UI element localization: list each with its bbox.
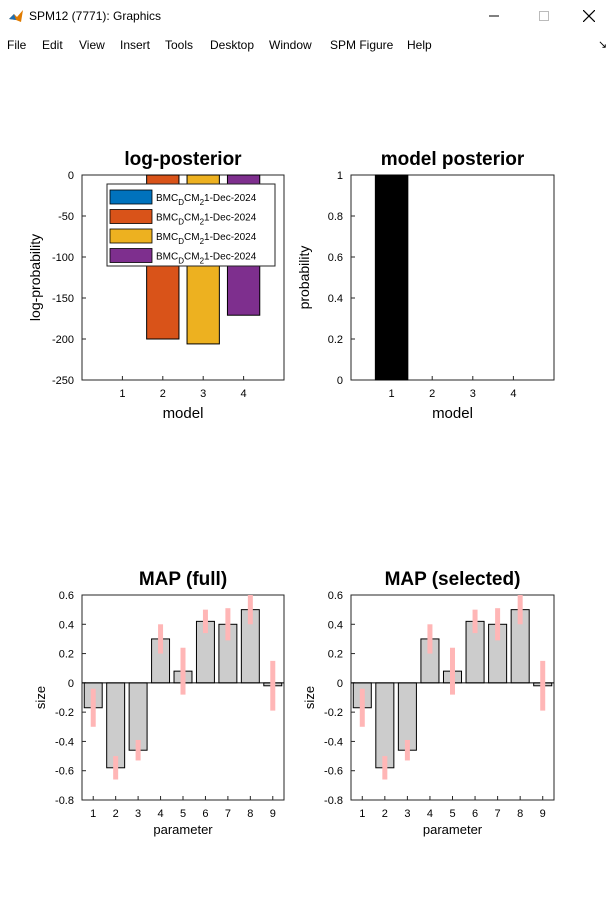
chart1-xtick-label: 1 [119, 388, 125, 400]
chart3-bar [106, 682, 126, 769]
chart4-xtick-label: 4 [427, 808, 433, 820]
chart2-ytick-label: 0.8 [328, 211, 343, 223]
menu-insert[interactable]: Insert [120, 38, 151, 52]
chart2-ytick-label: 0.4 [328, 293, 343, 305]
chart4-xtick-label: 6 [472, 808, 478, 820]
chart2-ytick-label: 0 [337, 375, 343, 387]
chart1-xtick-label: 4 [241, 388, 247, 400]
chart3-xtick-label: 9 [270, 808, 276, 820]
menu-help[interactable]: Help [407, 38, 432, 52]
window-title: SPM12 (7771): Graphics [29, 9, 162, 23]
chart1-xtick-label: 3 [200, 388, 206, 400]
legend-entry: BMCDCM21-Dec-2024 [156, 193, 257, 207]
chart3-xtick-label: 4 [157, 808, 163, 820]
chart4-ylabel: size [302, 686, 317, 709]
chart3-ytick-label: 0 [68, 678, 74, 690]
chart3-xtick-label: 3 [135, 808, 141, 820]
chart2-ytick-label: 0.2 [328, 334, 343, 346]
minimize-button[interactable] [471, 0, 517, 32]
chart3-xtick-label: 6 [202, 808, 208, 820]
legend-entry: BMCDCM21-Dec-2024 [156, 252, 257, 266]
chart1-ytick-label: -100 [52, 252, 74, 264]
legend-swatch [109, 209, 153, 224]
chart4-ytick-label: -0.4 [324, 736, 343, 748]
chart3-ytick-label: -0.4 [55, 736, 74, 748]
dock-arrow-icon[interactable]: ↘ [598, 39, 608, 51]
close-icon [583, 10, 595, 22]
chart3-ytick-label: 0.6 [59, 590, 74, 602]
chart4-ytick-label: 0 [337, 678, 343, 690]
chart1-title: log-posterior [124, 149, 242, 170]
chart1-ytick-label: -150 [52, 293, 74, 305]
chart3-xtick-label: 2 [113, 808, 119, 820]
legend-swatch [109, 189, 153, 205]
legend-entry: BMCDCM21-Dec-2024 [156, 232, 257, 246]
chart4-xtick-label: 7 [495, 808, 501, 820]
chart2-ylabel: probability [296, 246, 312, 310]
chart3-ylabel: size [33, 686, 48, 709]
chart1-ytick-label: -200 [52, 334, 74, 346]
chart4-ytick-label: -0.2 [324, 707, 343, 719]
chart3-ytick-label: -0.8 [55, 795, 74, 807]
chart3-xtick-label: 5 [180, 808, 186, 820]
chart4-title: MAP (selected) [385, 569, 521, 590]
figure-canvas: 0 -50 -100 -150 -200 -250 1 2 3 4 log-posterior mod… [0, 58, 609, 917]
chart1-xlabel: model [163, 405, 204, 422]
menu-window[interactable]: Window [269, 38, 312, 52]
chart2-ytick-label: 1 [337, 170, 343, 182]
menu-desktop[interactable]: Desktop [210, 38, 255, 52]
figure-svg: 0 -50 -100 -150 -200 -250 1 2 3 4 log-posterior mod… [27, 149, 555, 837]
chart2-title: model posterior [381, 149, 525, 170]
chart4-ytick-label: -0.6 [324, 766, 343, 778]
chart3-ytick-label: -0.6 [55, 766, 74, 778]
legend-entry: BMCDCM21-Dec-2024 [156, 213, 257, 227]
chart4-xtick-label: 1 [359, 808, 365, 820]
maximize-button[interactable] [521, 0, 567, 32]
menu-view[interactable]: View [79, 38, 105, 52]
menu-edit[interactable]: Edit [42, 38, 63, 52]
menu-file[interactable]: File [7, 38, 27, 52]
chart1-ytick-label: -50 [58, 211, 74, 223]
chart2-bar [374, 174, 409, 381]
close-button[interactable] [566, 0, 609, 32]
chart2-xtick-label: 1 [389, 388, 395, 400]
matlab-logo-icon [8, 8, 24, 24]
chart3-title: MAP (full) [139, 569, 227, 590]
chart4-ytick-label: 0.6 [328, 590, 343, 602]
chart4-xtick-label: 9 [540, 808, 546, 820]
chart3-ytick-label: 0.2 [59, 649, 74, 661]
chart2-xtick-label: 2 [429, 388, 435, 400]
chart3-ytick-label: -0.2 [55, 707, 74, 719]
chart4-xtick-label: 3 [404, 808, 410, 820]
maximize-icon [539, 11, 549, 21]
chart3-ytick-label: 0.4 [59, 619, 74, 631]
menu-tools[interactable]: Tools [165, 38, 194, 52]
chart3-xtick-label: 7 [225, 808, 231, 820]
chart4-ytick-label: 0.4 [328, 619, 343, 631]
chart4-xtick-label: 2 [382, 808, 388, 820]
chart4-ytick-label: 0.2 [328, 649, 343, 661]
chart4-xlabel: parameter [423, 822, 483, 837]
chart2-xtick-label: 3 [470, 388, 476, 400]
chart2-xlabel: model [432, 405, 473, 422]
menu-bar: File Edit View Insert Tools Desktop Wind… [0, 32, 609, 58]
chart2-xtick-label: 4 [510, 388, 516, 400]
chart4-ytick-label: -0.8 [324, 795, 343, 807]
window-titlebar: SPM12 (7771): Graphics [0, 0, 609, 32]
menu-spm-figure[interactable]: SPM Figure [330, 38, 394, 52]
minimize-icon [489, 15, 499, 17]
chart1-ytick-label: 0 [68, 170, 74, 182]
chart1-ylabel: log-probability [27, 234, 43, 321]
chart4-bar [375, 682, 395, 769]
chart3-xtick-label: 1 [90, 808, 96, 820]
chart3-xtick-label: 8 [247, 808, 253, 820]
legend-swatch [109, 228, 153, 244]
legend-swatch [109, 248, 153, 263]
chart4-xtick-label: 8 [517, 808, 523, 820]
chart1-ytick-label: -250 [52, 375, 74, 387]
chart3-xlabel: parameter [153, 822, 213, 837]
chart1-xtick-label: 2 [160, 388, 166, 400]
chart2-ytick-label: 0.6 [328, 252, 343, 264]
chart4-xtick-label: 5 [449, 808, 455, 820]
